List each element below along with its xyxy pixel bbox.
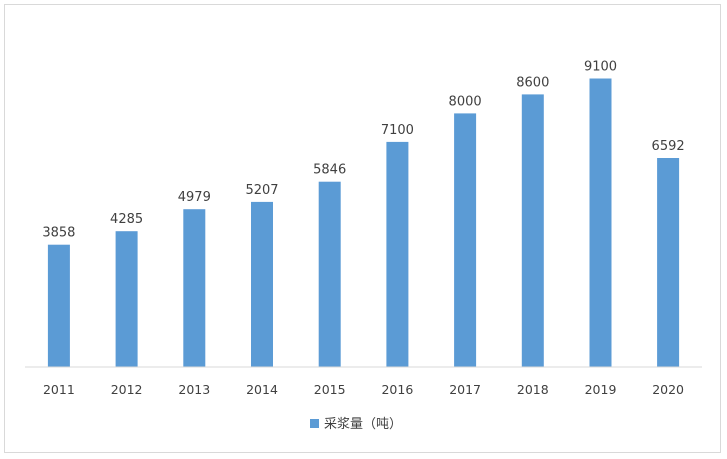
x-tick-2011: 2011 — [43, 382, 75, 397]
bar-2016 — [386, 141, 409, 367]
data-label-2011: 3858 — [42, 226, 75, 241]
bar-2011 — [47, 244, 70, 367]
bar-2013 — [183, 209, 206, 367]
x-tick-2018: 2018 — [517, 382, 549, 397]
x-tick-2016: 2016 — [381, 382, 413, 397]
legend-swatch — [310, 419, 319, 428]
bar-2014 — [251, 201, 273, 367]
x-tick-2013: 2013 — [178, 382, 210, 397]
data-label-2016: 7100 — [381, 123, 414, 138]
legend-label: 采浆量（吨） — [324, 417, 402, 432]
data-label-2015: 5846 — [313, 163, 346, 178]
bar-2018 — [521, 94, 544, 368]
bar-2020 — [657, 158, 680, 367]
data-label-2012: 4285 — [110, 212, 143, 227]
bar-2017 — [454, 113, 477, 368]
data-label-2020: 6592 — [652, 139, 685, 154]
bar-2019 — [589, 78, 612, 367]
bar-2012 — [115, 231, 138, 367]
data-label-2018: 8600 — [516, 75, 549, 90]
data-label-2014: 5207 — [245, 183, 278, 198]
data-label-2017: 8000 — [449, 94, 482, 109]
x-tick-2017: 2017 — [449, 382, 481, 397]
data-label-2013: 4979 — [178, 190, 211, 205]
x-tick-2019: 2019 — [585, 382, 617, 397]
x-tick-2014: 2014 — [246, 382, 278, 397]
legend: 采浆量（吨） — [310, 417, 402, 432]
x-tick-2020: 2020 — [652, 382, 684, 397]
x-tick-2012: 2012 — [111, 382, 143, 397]
data-label-2019: 9100 — [584, 60, 617, 75]
bar-2015 — [318, 181, 341, 367]
x-tick-2015: 2015 — [314, 382, 346, 397]
